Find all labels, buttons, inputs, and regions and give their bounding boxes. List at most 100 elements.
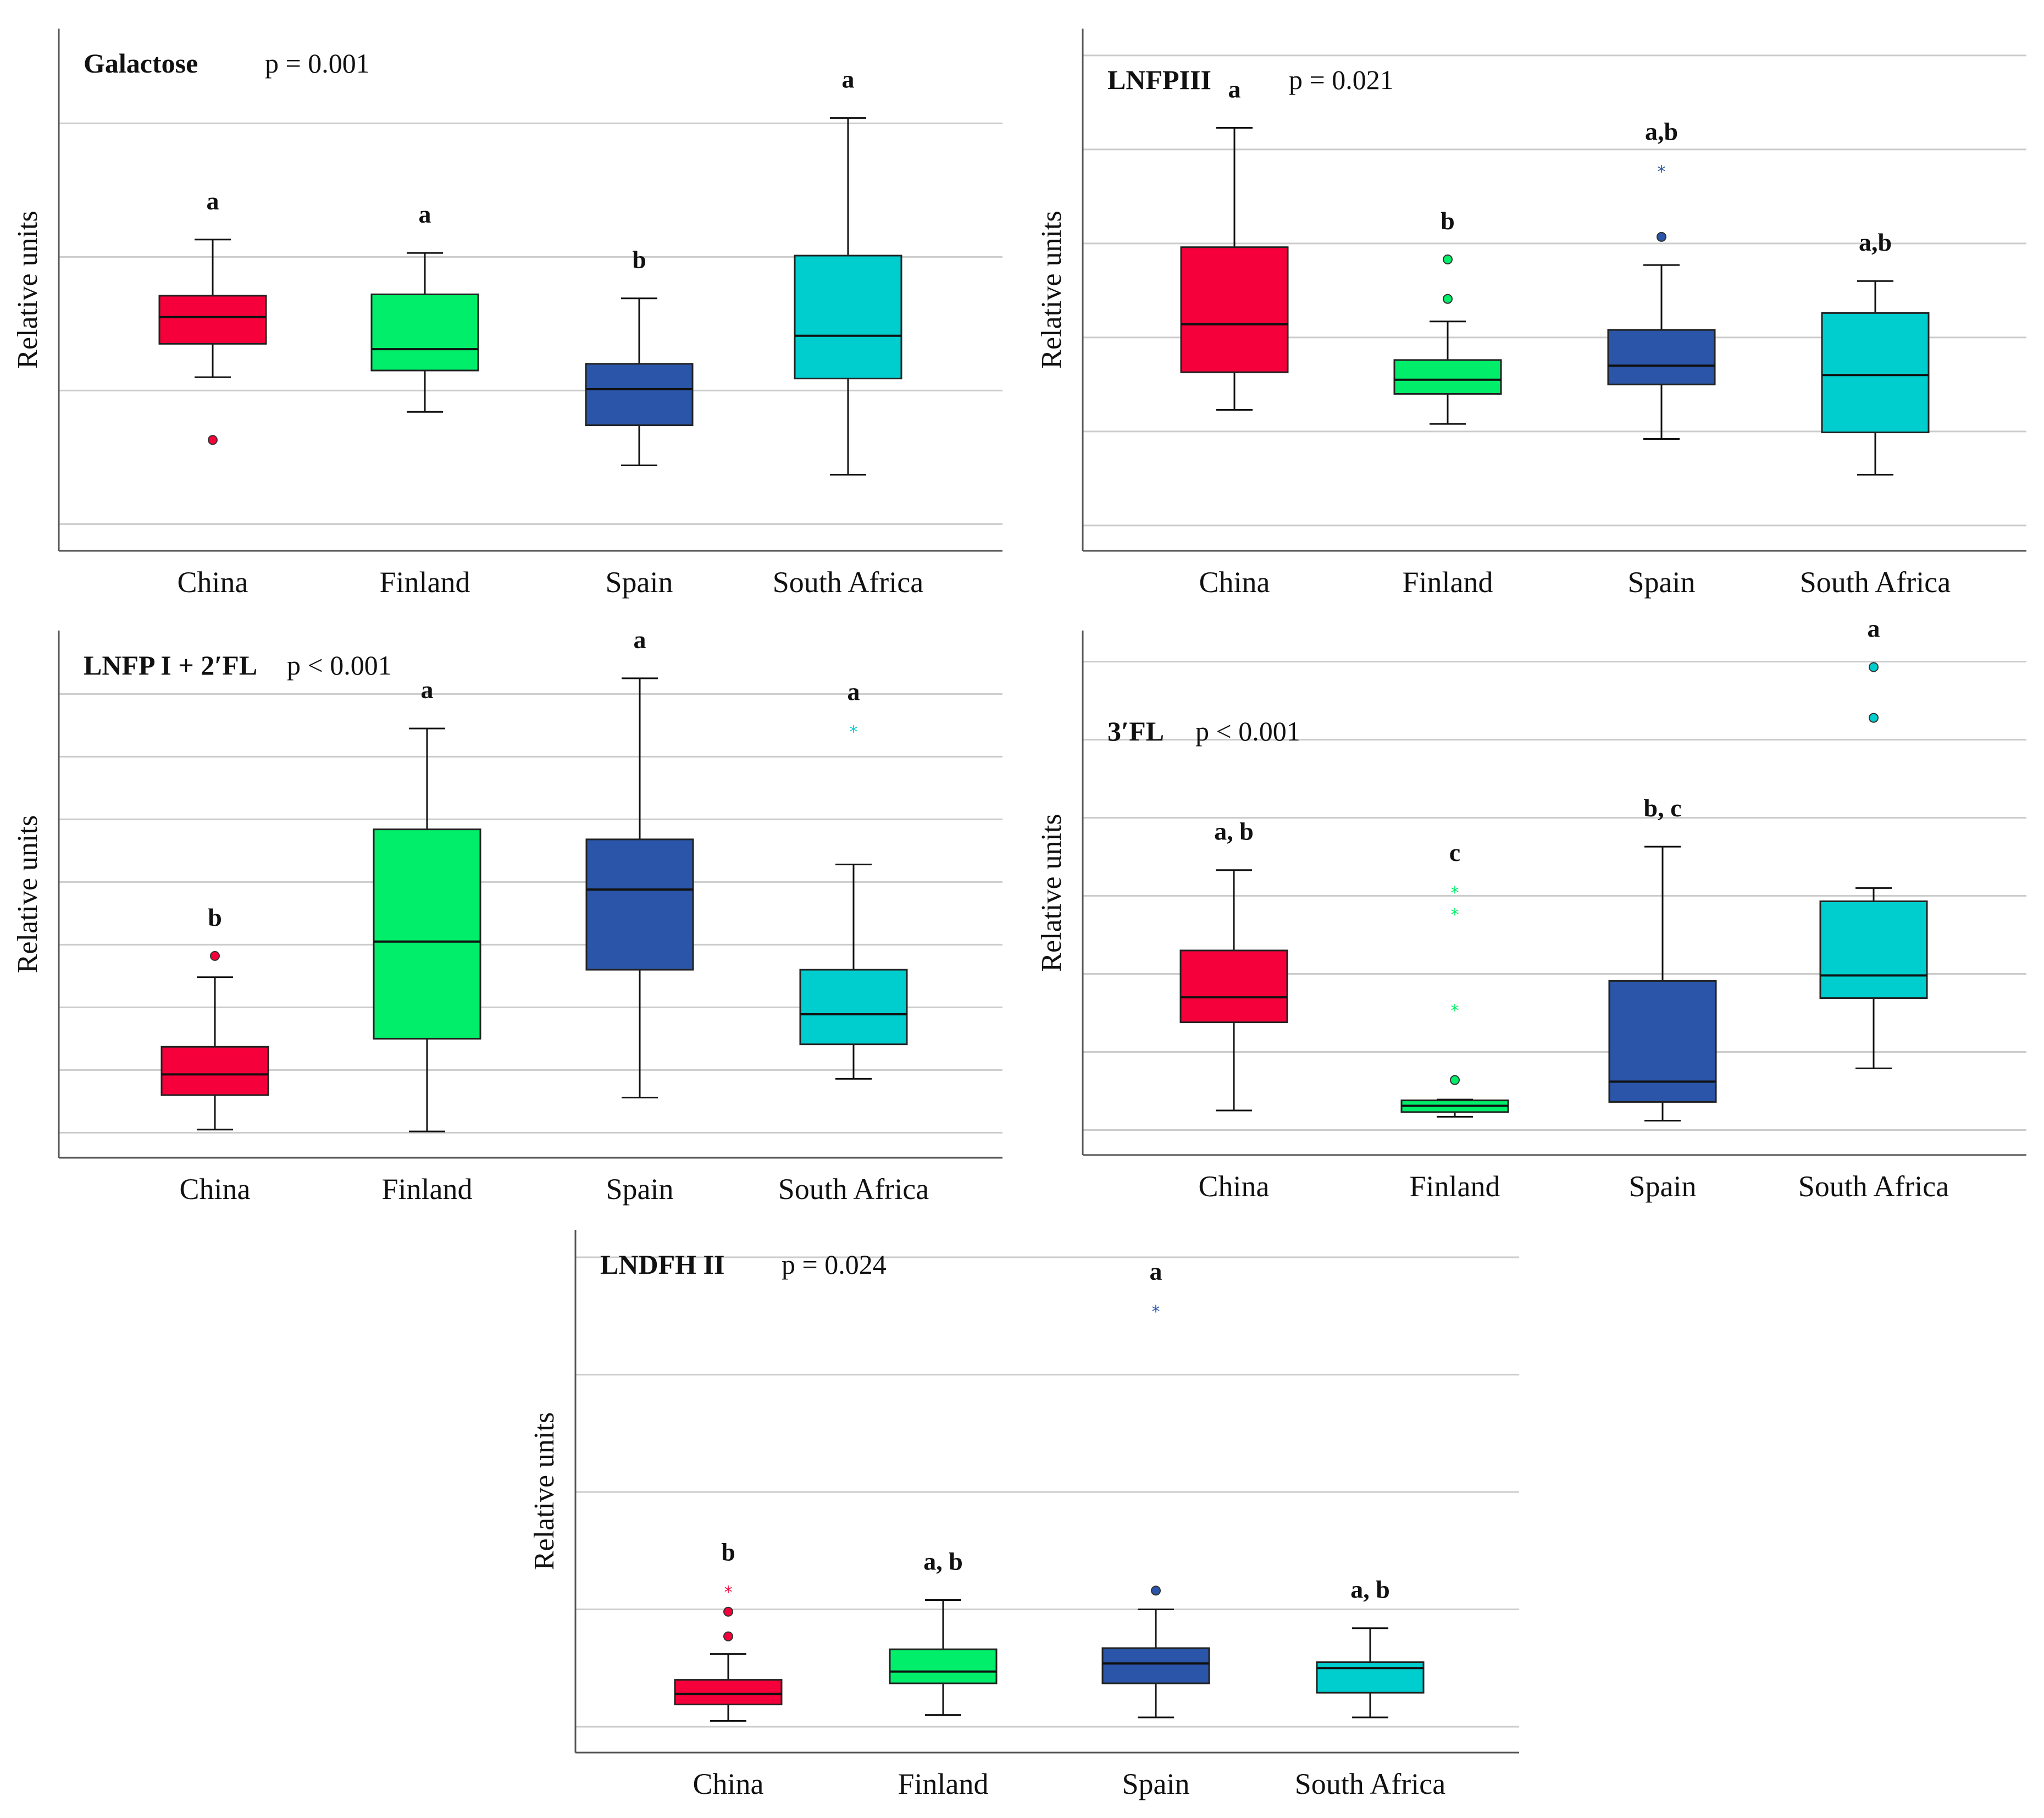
x-tick-label-spain: Spain: [1628, 1170, 1696, 1203]
box-finland: b: [1393, 207, 1502, 425]
outlier-point-spain: [1151, 1585, 1161, 1596]
significance-letter-finland: c: [1449, 838, 1460, 866]
iqr-box-spain: [1608, 980, 1717, 1103]
box-spain: b: [585, 246, 694, 466]
box-spain: *a: [1101, 1257, 1210, 1718]
significance-letter-finland: a, b: [923, 1547, 963, 1575]
box-finland: a: [370, 200, 479, 413]
chart-title: LNFP I + 2′FL: [84, 650, 257, 681]
outlier-point-finland: [1443, 254, 1453, 264]
x-tick-label-finland: Finland: [1409, 1170, 1500, 1203]
significance-letter-south-africa: a: [847, 678, 860, 706]
x-tick-label-spain: Spain: [1122, 1767, 1189, 1800]
x-tick-label-spain: Spain: [606, 1173, 673, 1206]
x-tick-label-finland: Finland: [379, 566, 470, 599]
box-china: a, b: [1179, 817, 1288, 1112]
significance-letter-south-africa: a: [1868, 615, 1880, 643]
significance-letter-spain: b, c: [1644, 794, 1682, 822]
box-finland: a: [373, 676, 481, 1132]
x-tick-label-china: China: [180, 1173, 251, 1206]
y-axis-label: Relative units: [1036, 211, 1067, 368]
iqr-box-china: [160, 1046, 269, 1096]
iqr-box-spain: [585, 363, 694, 427]
x-tick-label-china: China: [1199, 566, 1270, 599]
significance-letter-china: a, b: [1214, 817, 1254, 846]
significance-letter-spain: a: [1150, 1257, 1162, 1285]
iqr-box-china: [1180, 246, 1289, 373]
box-spain: b, c: [1608, 794, 1717, 1122]
x-tick-label-finland: Finland: [381, 1173, 472, 1206]
x-tick-label-china: China: [178, 566, 248, 599]
significance-letter-finland: a: [419, 200, 431, 228]
significance-letter-china: b: [721, 1538, 735, 1566]
chart-title: 3′FL: [1107, 716, 1164, 747]
box-south-africa: a: [794, 65, 902, 476]
x-tick-label-spain: Spain: [605, 566, 673, 599]
iqr-box-china: [674, 1679, 783, 1705]
box-spain: * a,b: [1607, 117, 1716, 440]
x-tick-label-south-africa: South Africa: [1798, 1170, 1949, 1203]
p-value-label: p < 0.001: [287, 650, 392, 681]
outlier-point-china: [210, 951, 220, 961]
y-axis-label: Relative units: [12, 815, 43, 973]
significance-letter-finland: a: [421, 676, 434, 704]
iqr-box-south-africa: [1821, 312, 1930, 434]
chart-title: LNDFH II: [600, 1249, 724, 1280]
significance-letter-spain: b: [632, 246, 646, 274]
box-finland: ***c: [1400, 838, 1509, 1118]
iqr-box-south-africa: [794, 255, 902, 380]
chart-panel-1: Galactose p = 0.001 Relative units a China a F…: [12, 29, 1002, 599]
box-china: a: [158, 187, 267, 445]
box-south-africa: a, b: [1316, 1576, 1425, 1718]
outlier-point-china: [208, 435, 218, 445]
box-china: a: [1180, 75, 1289, 411]
iqr-box-south-africa: [1316, 1661, 1425, 1694]
iqr-box-spain: [585, 838, 694, 971]
box-south-africa: a: [1819, 615, 1928, 1069]
x-tick-label-finland: Finland: [1402, 566, 1493, 599]
box-south-africa: a,b: [1821, 228, 1930, 476]
extreme-point-south-africa: *: [850, 723, 858, 742]
outlier-point-south-africa: [1869, 662, 1879, 672]
y-axis-label: Relative units: [1036, 814, 1067, 971]
box-finland: a, b: [889, 1547, 998, 1716]
p-value-label: p < 0.001: [1195, 716, 1300, 747]
significance-letter-china: b: [208, 903, 222, 931]
outlier-point-finland: [1443, 294, 1453, 304]
iqr-box-spain: [1607, 329, 1716, 385]
outlier-point-finland: [1450, 1075, 1460, 1085]
extreme-point-spain: *: [1152, 1302, 1160, 1322]
iqr-box-finland: [889, 1648, 998, 1684]
x-tick-label-finland: Finland: [898, 1767, 988, 1800]
x-tick-label-south-africa: South Africa: [1295, 1767, 1445, 1800]
x-tick-label-south-africa: South Africa: [778, 1173, 929, 1206]
x-tick-label-south-africa: South Africa: [1800, 566, 1951, 599]
significance-letter-spain: a,b: [1645, 117, 1678, 145]
chart-title: LNFPIII: [1107, 64, 1211, 95]
p-value-label: p = 0.001: [265, 48, 370, 79]
significance-letter-finland: b: [1441, 207, 1455, 235]
outlier-point-south-africa: [1869, 712, 1879, 723]
chart-panel-2: LNFPIII p = 0.021 Relative units a China b Fin…: [1036, 29, 2026, 599]
x-tick-label-china: China: [693, 1767, 764, 1800]
chart-panel-3: LNFP I + 2′FL p < 0.001 Relative units b Chi…: [12, 626, 1002, 1206]
iqr-box-finland: [373, 828, 481, 1040]
iqr-box-finland: [370, 293, 479, 372]
iqr-box-finland: [1393, 359, 1502, 395]
box-china: b: [160, 903, 269, 1131]
outlier-point-spain: [1657, 231, 1666, 242]
significance-letter-south-africa: a: [842, 65, 855, 93]
p-value-label: p = 0.021: [1289, 64, 1394, 95]
extreme-point-finland: *: [1451, 905, 1459, 925]
significance-letter-south-africa: a,b: [1859, 228, 1892, 256]
box-south-africa: *a: [799, 678, 908, 1080]
iqr-box-china: [158, 295, 267, 345]
extreme-point-finland: *: [1451, 1001, 1459, 1020]
box-spain: a: [585, 626, 694, 1099]
chart-title: Galactose: [84, 48, 198, 79]
extreme-point-china: *: [724, 1583, 733, 1602]
outlier-point-china: [723, 1606, 733, 1617]
extreme-point-finland: *: [1451, 883, 1459, 903]
